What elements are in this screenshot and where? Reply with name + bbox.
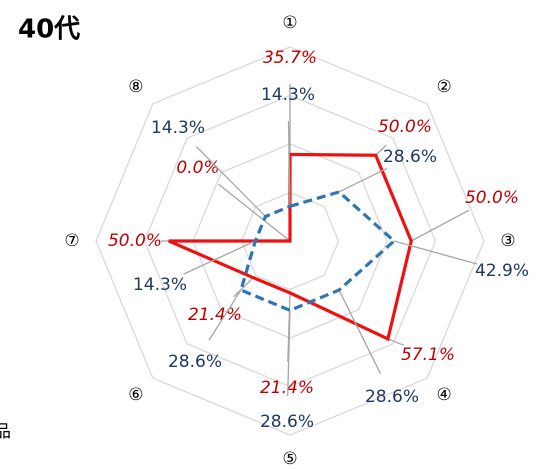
category-label: ③ xyxy=(500,231,515,251)
data-label: 21.4% xyxy=(260,378,314,398)
data-label: 21.4% xyxy=(188,305,242,325)
data-label: 57.1% xyxy=(401,345,455,365)
category-label: ⑤ xyxy=(282,449,297,469)
leader-line xyxy=(338,289,382,374)
leader-line xyxy=(195,146,266,217)
leader-line xyxy=(287,310,291,397)
data-label: 14.3% xyxy=(261,85,315,105)
leader-line xyxy=(387,338,405,346)
leader-line xyxy=(183,240,256,275)
series-line xyxy=(239,190,397,313)
category-label: ④ xyxy=(437,385,452,405)
leader-line xyxy=(217,183,291,242)
leader-line xyxy=(410,209,470,242)
category-label: ⑧ xyxy=(128,77,143,97)
series-line xyxy=(168,152,413,342)
annotation: 品 xyxy=(0,422,11,442)
grid-ring xyxy=(95,46,485,436)
data-label: 28.6% xyxy=(260,412,314,432)
category-label: ① xyxy=(282,13,297,33)
chart-title: 40代 xyxy=(18,15,80,45)
grid-ring xyxy=(143,94,437,388)
data-label: 28.6% xyxy=(365,387,419,407)
grid-ring xyxy=(192,143,388,339)
data-label: 42.9% xyxy=(475,261,529,281)
category-label: ⑦ xyxy=(64,231,79,251)
data-label: 14.3% xyxy=(151,118,205,138)
leader-line xyxy=(287,120,291,207)
data-label: 28.6% xyxy=(383,147,437,167)
leader-line xyxy=(393,240,478,265)
data-label: 35.7% xyxy=(263,48,317,68)
data-label: 14.3% xyxy=(133,275,187,295)
data-label: 0.0% xyxy=(176,158,219,178)
data-label: 50.0% xyxy=(378,117,432,137)
category-label: ② xyxy=(437,77,452,97)
leader-line xyxy=(208,289,242,341)
leader-line xyxy=(375,144,387,156)
leader-line xyxy=(338,167,387,193)
data-label: 28.6% xyxy=(168,352,222,372)
category-label: ⑥ xyxy=(128,385,143,405)
grid-ring xyxy=(240,191,340,291)
data-label: 50.0% xyxy=(108,231,162,251)
data-label: 50.0% xyxy=(465,188,519,208)
leader-line xyxy=(233,277,254,298)
